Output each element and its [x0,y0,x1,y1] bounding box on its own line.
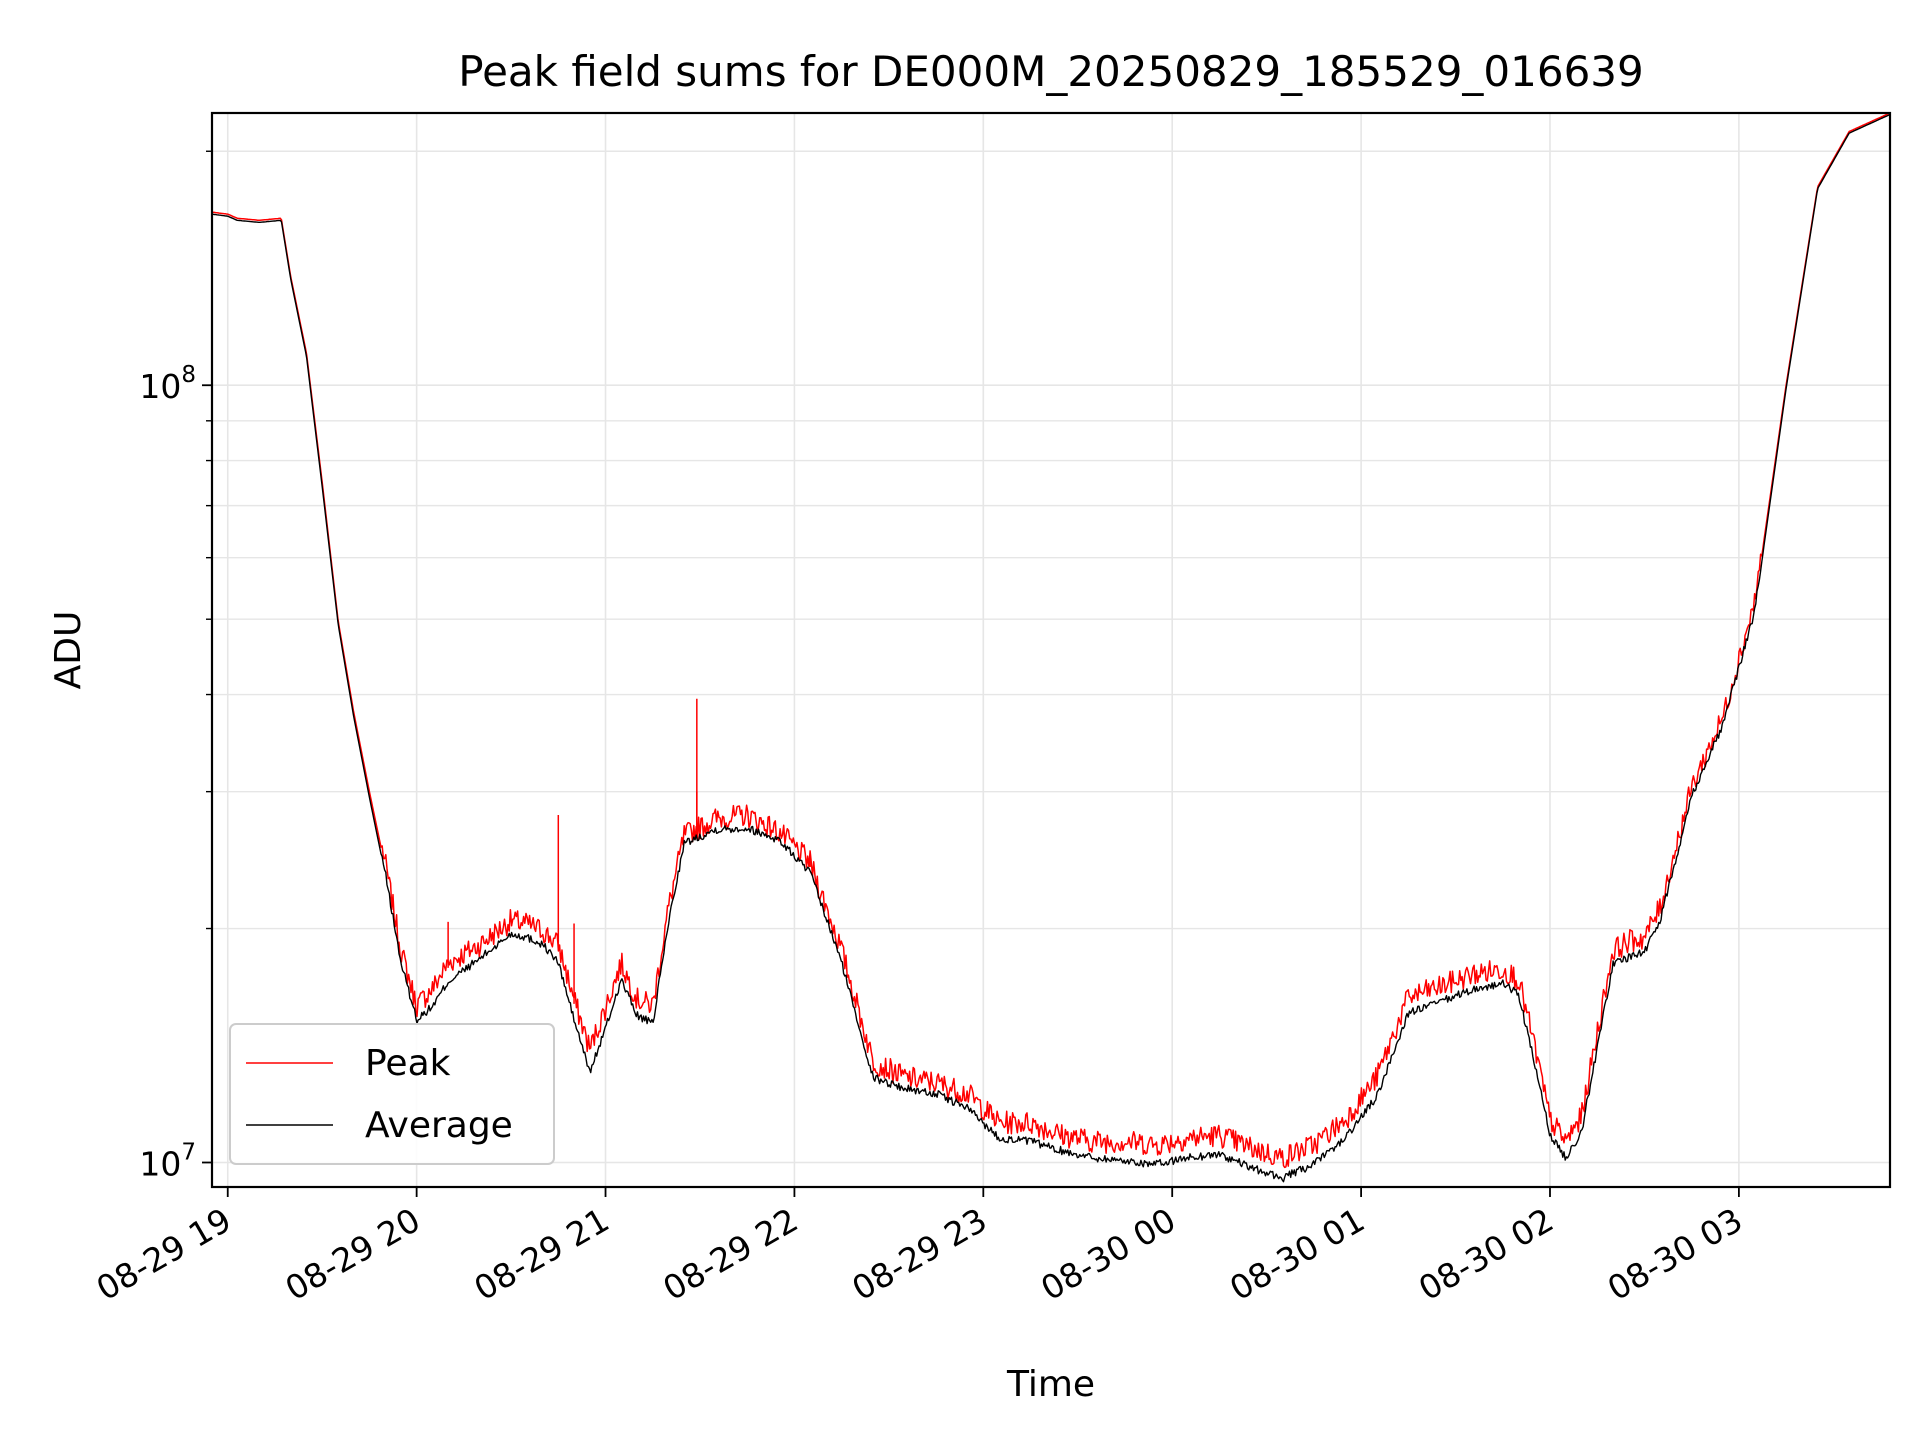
x-axis-label: Time [1006,1364,1095,1405]
y-tick-label: 108 [139,362,196,406]
series-line-peak [211,112,1891,1169]
y-axis-ticks: 107 108 [139,150,212,1184]
plot-frame [210,111,1892,1189]
legend-average-label: Average [365,1105,513,1146]
legend-box [229,1023,555,1165]
y-tick-label: 107 [139,1140,196,1184]
grid [212,113,1890,1187]
y-axis-label: ADU [48,611,89,690]
legend: Peak Average [229,1023,555,1165]
series-line-average [211,113,1891,1183]
plot-lines [211,112,1891,1183]
legend-peak-label: Peak [365,1043,451,1084]
chart-title: Peak field sums for DE000M_20250829_1855… [458,47,1644,96]
